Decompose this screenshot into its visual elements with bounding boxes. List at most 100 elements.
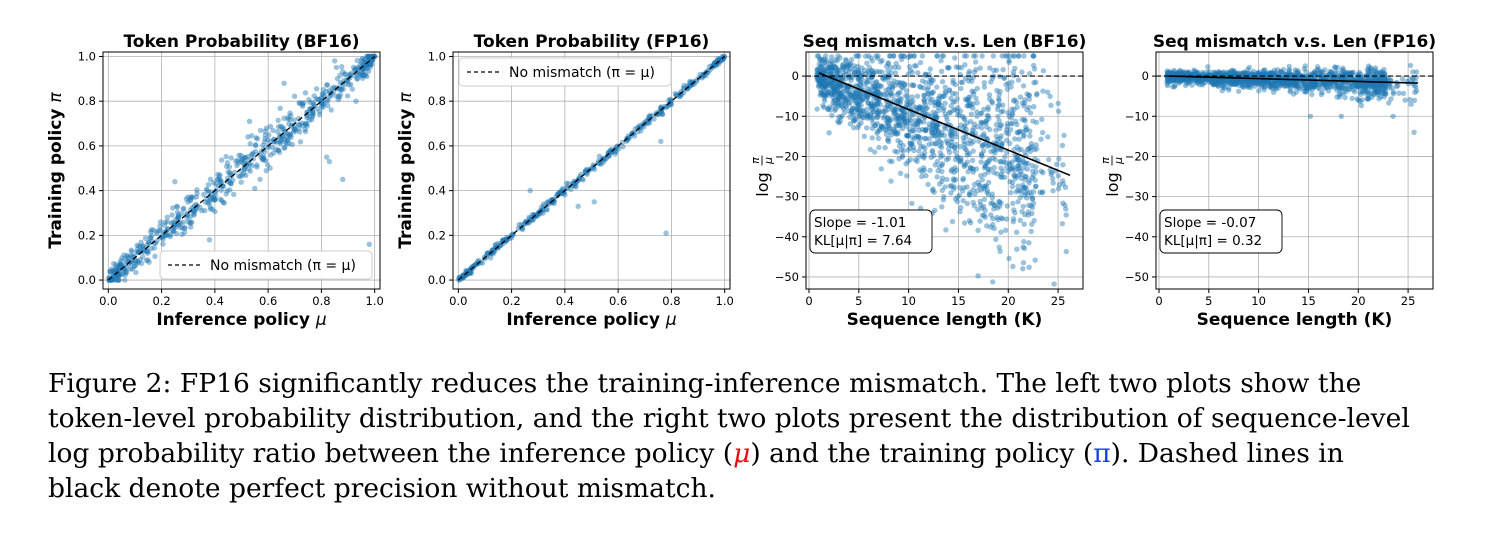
data-point — [329, 85, 335, 92]
data-point — [1327, 83, 1334, 90]
data-point — [1013, 118, 1019, 125]
data-point — [1294, 73, 1300, 79]
data-point — [1238, 78, 1244, 84]
data-point — [893, 115, 899, 121]
data-point — [165, 225, 171, 232]
data-point — [253, 135, 259, 141]
data-point — [899, 117, 905, 123]
data-point — [1182, 69, 1188, 75]
data-point — [1191, 77, 1197, 83]
data-point — [180, 219, 186, 225]
data-point — [164, 219, 171, 225]
data-point — [134, 242, 140, 249]
data-point — [1012, 175, 1019, 182]
data-point — [839, 76, 845, 82]
data-point — [1340, 65, 1346, 71]
data-point — [1253, 81, 1260, 87]
data-point — [1019, 100, 1025, 106]
data-point — [1233, 82, 1240, 88]
data-point — [647, 113, 653, 119]
data-point — [148, 227, 155, 233]
data-point — [990, 279, 996, 285]
data-point — [882, 73, 888, 79]
data-point — [885, 106, 891, 113]
data-point — [935, 168, 941, 174]
data-point — [277, 138, 284, 144]
data-point — [886, 92, 892, 98]
data-point — [303, 121, 309, 128]
data-point — [354, 76, 360, 82]
data-point — [368, 58, 375, 64]
data-point — [1350, 87, 1357, 93]
data-point — [929, 140, 935, 147]
data-point — [824, 89, 831, 96]
data-point — [337, 86, 343, 93]
data-point — [544, 207, 550, 213]
data-point — [1214, 81, 1220, 88]
data-point — [179, 225, 185, 231]
data-point — [1022, 212, 1028, 218]
data-point — [1055, 108, 1062, 115]
data-point — [870, 115, 876, 121]
data-point — [967, 137, 973, 143]
data-point — [1277, 82, 1283, 89]
data-point — [1229, 67, 1235, 74]
data-point — [1350, 83, 1356, 90]
data-point — [1407, 62, 1414, 69]
fit-line — [1168, 75, 1419, 84]
data-point — [1244, 78, 1250, 84]
data-point — [929, 89, 935, 96]
data-point — [997, 159, 1003, 165]
data-point — [1192, 76, 1199, 83]
data-point — [921, 135, 928, 142]
data-point — [822, 53, 829, 59]
data-point — [1289, 82, 1296, 89]
data-point — [894, 98, 900, 105]
data-point — [1218, 70, 1224, 76]
data-point — [131, 253, 138, 260]
data-point — [898, 56, 905, 63]
data-point — [822, 92, 829, 99]
data-point — [713, 63, 719, 69]
data-point — [1313, 82, 1319, 88]
data-point — [854, 53, 860, 59]
data-point — [357, 61, 364, 68]
data-point — [212, 197, 218, 203]
data-point — [1201, 71, 1207, 77]
data-point — [1319, 69, 1325, 75]
data-point — [346, 82, 352, 88]
data-point — [962, 123, 968, 129]
data-point — [869, 135, 875, 141]
data-point — [1248, 84, 1254, 91]
data-point — [299, 101, 306, 108]
data-point — [873, 79, 879, 85]
data-point — [187, 198, 194, 204]
data-point — [167, 232, 174, 238]
data-point — [1168, 70, 1175, 77]
data-point — [1174, 76, 1180, 83]
data-point — [933, 115, 939, 121]
data-point — [817, 80, 824, 87]
data-point — [1357, 91, 1364, 98]
data-point — [607, 148, 614, 154]
data-point — [1007, 127, 1014, 133]
data-point — [907, 157, 913, 163]
data-point — [359, 60, 365, 66]
data-point — [977, 218, 983, 224]
data-point — [865, 69, 872, 75]
data-point — [957, 108, 964, 114]
data-point — [1050, 180, 1056, 186]
y-tick-label: 0.0 — [78, 273, 96, 287]
data-point — [884, 123, 890, 130]
data-point — [245, 134, 251, 140]
data-point — [1335, 83, 1341, 90]
data-point — [993, 133, 999, 139]
data-point — [907, 145, 913, 151]
data-point — [921, 155, 927, 161]
data-point — [984, 112, 990, 119]
data-point — [250, 150, 256, 156]
data-point — [1196, 76, 1203, 83]
data-point — [935, 108, 941, 114]
data-point — [1343, 74, 1350, 80]
data-point — [947, 110, 953, 116]
